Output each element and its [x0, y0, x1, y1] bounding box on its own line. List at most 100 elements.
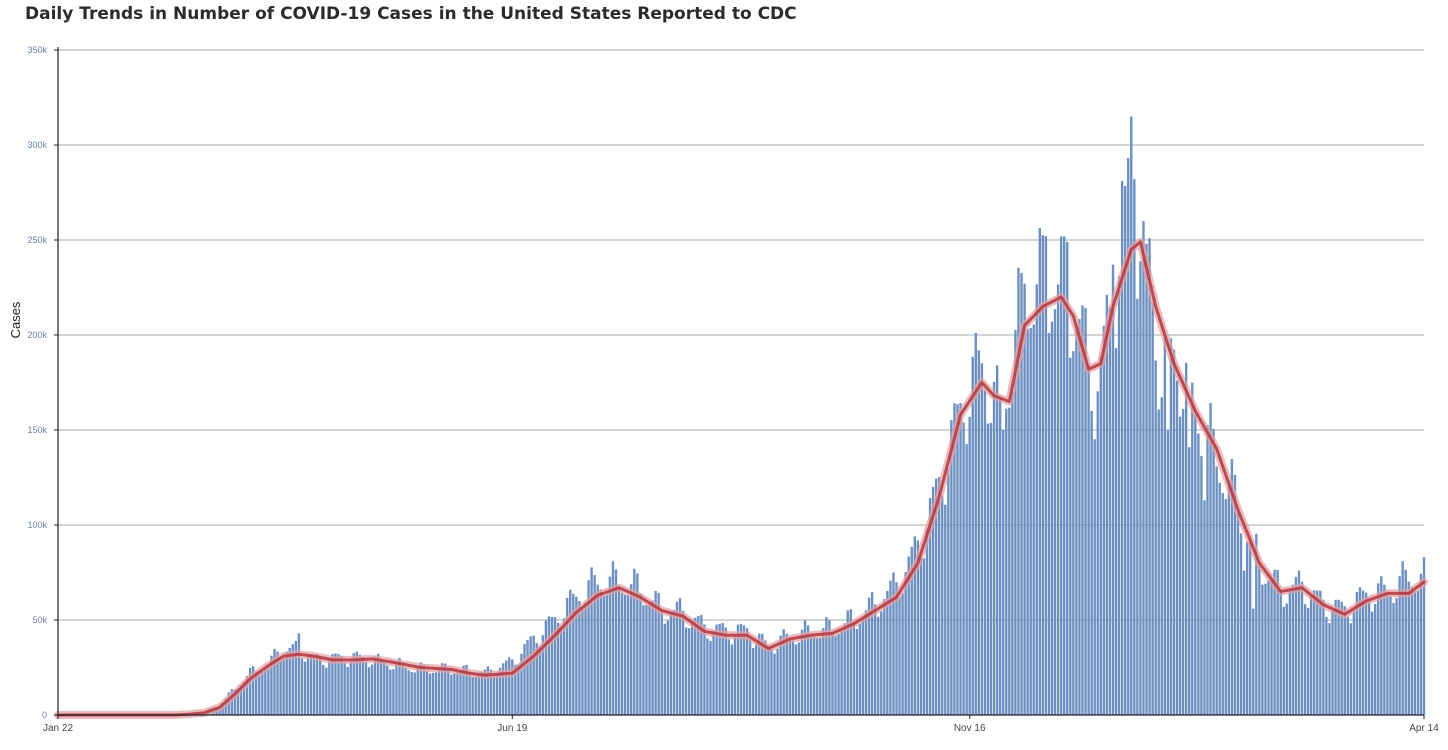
bar: [380, 658, 383, 715]
bar: [1175, 380, 1179, 715]
bar: [666, 620, 670, 715]
bar: [797, 642, 801, 715]
bar: [395, 662, 398, 715]
bar: [343, 662, 346, 715]
bar: [477, 673, 480, 715]
bar: [648, 604, 651, 715]
bar: [319, 656, 322, 715]
bar: [913, 536, 916, 715]
bar: [337, 654, 340, 715]
bar: [1157, 409, 1160, 715]
bar: [389, 669, 392, 715]
bar: [1102, 325, 1106, 715]
bar: [358, 654, 362, 715]
bar: [864, 610, 868, 715]
bar: [1239, 533, 1243, 715]
bar: [846, 610, 849, 715]
bar: [1163, 338, 1167, 715]
bar: [669, 614, 673, 715]
bar: [596, 584, 599, 715]
bar: [998, 399, 1002, 715]
bar: [877, 616, 880, 715]
bar: [325, 667, 328, 715]
bar: [517, 664, 520, 715]
bar: [297, 633, 301, 715]
bar: [242, 681, 246, 715]
y-tick-label: 350k: [27, 45, 47, 55]
bar: [1413, 591, 1417, 715]
bar: [1252, 608, 1255, 715]
bar: [816, 638, 819, 715]
bar: [590, 567, 593, 715]
bar: [1398, 576, 1401, 715]
bar: [578, 601, 581, 715]
bar: [809, 633, 813, 715]
bar: [547, 616, 551, 715]
bar: [431, 672, 435, 715]
bar: [1093, 439, 1096, 715]
bar: [758, 633, 761, 715]
bar: [944, 504, 947, 715]
bar: [1017, 267, 1020, 715]
bar: [1188, 447, 1191, 715]
bar: [626, 595, 630, 715]
bar: [819, 638, 822, 715]
bar: [1032, 324, 1035, 715]
bar: [660, 611, 663, 715]
bar: [1139, 261, 1142, 715]
bar: [727, 639, 730, 715]
bar: [639, 593, 642, 715]
bar: [1114, 347, 1118, 715]
bar: [273, 648, 276, 715]
bar: [886, 590, 889, 715]
bar: [1358, 587, 1362, 715]
bar: [907, 556, 910, 715]
bar: [712, 631, 715, 715]
y-tick-label: 150k: [27, 425, 47, 435]
bar: [764, 640, 767, 715]
bar: [1270, 577, 1273, 715]
bar: [1133, 179, 1136, 715]
bar: [1078, 319, 1081, 715]
bar: [752, 648, 755, 715]
bar: [1233, 474, 1237, 715]
bar: [1285, 603, 1288, 715]
bar: [1169, 338, 1173, 715]
bar: [514, 664, 517, 715]
bar: [794, 644, 798, 715]
bar: [779, 635, 782, 715]
bar: [1291, 584, 1295, 715]
bar: [276, 651, 279, 715]
bar: [1374, 603, 1377, 715]
bar: [651, 600, 654, 715]
bar: [755, 643, 758, 715]
bar: [849, 609, 852, 715]
bar: [572, 593, 575, 715]
bar: [1325, 616, 1328, 715]
bar: [1395, 598, 1398, 715]
bar: [1130, 116, 1133, 715]
bar: [843, 623, 846, 715]
bar: [1108, 307, 1112, 715]
bar: [401, 662, 404, 715]
bar: [1041, 235, 1045, 715]
bar: [428, 673, 432, 715]
bar: [703, 624, 706, 715]
bar: [1261, 584, 1264, 715]
bar: [1383, 584, 1386, 715]
bar: [437, 668, 441, 715]
bar: [828, 620, 831, 715]
bar: [602, 595, 605, 715]
bar: [236, 688, 240, 715]
bar: [934, 478, 938, 715]
bar: [1297, 570, 1301, 715]
bar: [782, 629, 785, 715]
bar: [791, 640, 795, 715]
bar: [1096, 391, 1099, 715]
bar: [910, 546, 913, 715]
bar: [1069, 357, 1072, 715]
bar: [928, 498, 932, 715]
bar: [834, 636, 837, 715]
bar: [770, 648, 773, 715]
bar: [1075, 330, 1078, 715]
